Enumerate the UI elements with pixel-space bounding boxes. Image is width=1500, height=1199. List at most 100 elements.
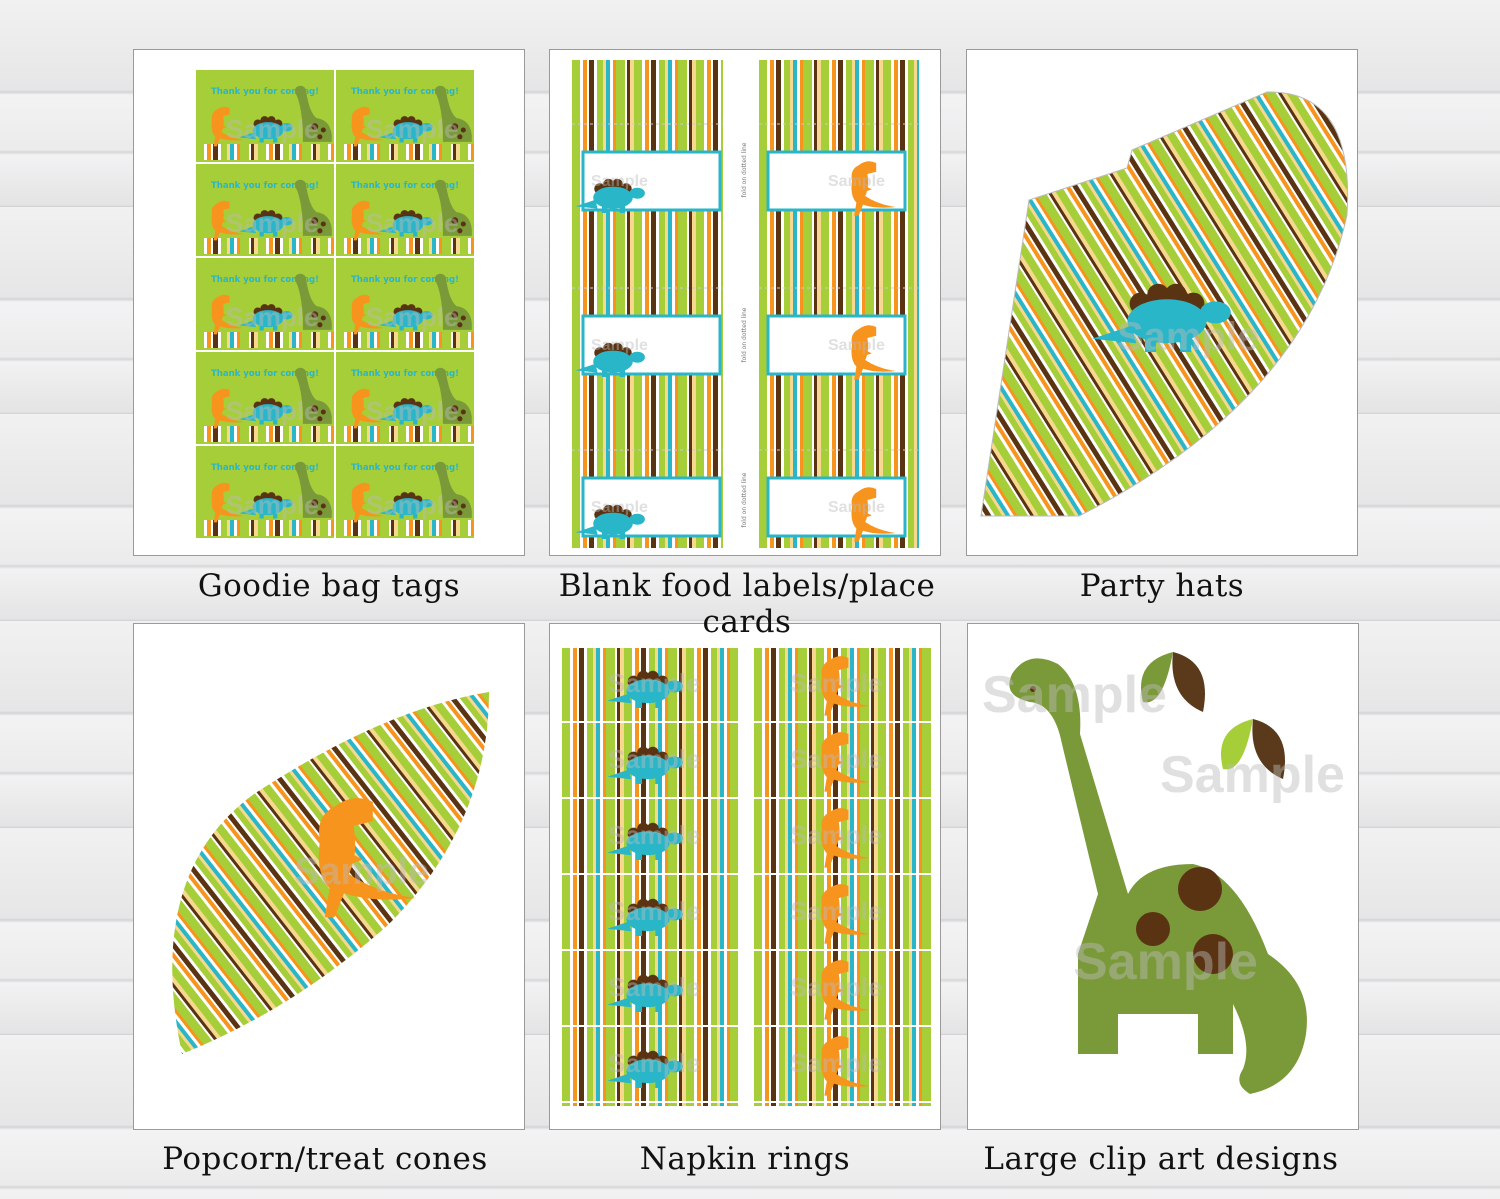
tag-stripe [344, 238, 347, 254]
tag-stripe [456, 238, 460, 254]
tag-stripe [409, 238, 413, 254]
tag-stripe [456, 144, 460, 160]
tag-stripe [413, 520, 415, 536]
dino-leg [602, 530, 608, 539]
label-stripe [832, 60, 836, 548]
goodie-tag: Thank you for coming! Sample [196, 164, 334, 256]
tag-stripe [237, 520, 240, 536]
tag-stripe [311, 520, 313, 536]
tag-text: Thank you for coming! [351, 181, 459, 191]
tag-stripe [249, 520, 251, 536]
napkin-stripe [665, 648, 668, 1106]
tag-stripe [370, 144, 374, 160]
bronto-spot [457, 510, 463, 516]
label-stripe [838, 60, 843, 548]
tag-stripe [218, 238, 221, 254]
bronto-spot [1136, 912, 1170, 946]
tag-stripe [207, 238, 211, 254]
tag-stripe [420, 426, 423, 442]
tag-stripe [296, 520, 299, 536]
sample-watermark: Sample [828, 499, 885, 516]
label-stripe [704, 60, 707, 548]
sample-watermark: Sample [790, 744, 883, 774]
brontosaurus-icon [294, 461, 332, 518]
leaf-icon [1221, 719, 1285, 779]
tag-stripe [211, 238, 213, 254]
tag-stripe [351, 238, 353, 254]
trex-body [211, 106, 244, 147]
trex-arm [360, 312, 367, 317]
dino-tail [607, 693, 632, 704]
tag-stripe [420, 238, 423, 254]
napkin-stripe [909, 648, 912, 1106]
tag-stripe [196, 144, 204, 160]
tag-stripe [218, 520, 221, 536]
trex-body [351, 106, 384, 147]
tag-stripe [380, 144, 389, 160]
tag-stripe [258, 144, 266, 160]
tag-stripe [344, 426, 347, 442]
trex-arm [863, 349, 872, 356]
tag-stripe [251, 520, 254, 536]
trex-icon [211, 482, 244, 523]
bronto-spot [311, 217, 319, 224]
label-stripe [659, 60, 665, 548]
napkin-stripe [765, 648, 769, 1106]
caption-clip-art: Large clip art designs [983, 1141, 1339, 1177]
label-stripe [696, 60, 704, 548]
tag-stripe [266, 426, 269, 442]
label-stripe [613, 60, 616, 548]
label-stripe [776, 60, 781, 548]
dino-body [252, 122, 284, 140]
tag-stripe [213, 426, 218, 442]
dino-leg [273, 323, 278, 331]
dino-leg [413, 323, 418, 331]
bronto-spot [1178, 867, 1222, 911]
trex-body [211, 200, 244, 241]
tag-stripe [429, 238, 432, 254]
trex-arm [360, 500, 367, 505]
tag-text: Thank you for coming! [211, 275, 319, 285]
dino-head [280, 122, 293, 132]
tag-stripe [292, 238, 296, 254]
tag-stripe [289, 144, 292, 160]
tag-stripe [429, 332, 432, 348]
tag-stripe [451, 238, 453, 254]
trex-body [211, 294, 244, 335]
tag-stripe [415, 520, 420, 536]
napkin-rings-preview: Sample Sample Sample Sample Sample Sample Samp… [549, 623, 941, 1130]
tag-stripe [471, 332, 474, 348]
tag-stripe [313, 520, 316, 536]
tag-stripe [460, 238, 468, 254]
stegosaurus-icon [607, 974, 683, 1012]
napkin-stripe [824, 648, 827, 1106]
tag-stripe [296, 238, 299, 254]
dino-head [280, 216, 293, 226]
trex-arm [834, 682, 844, 690]
sample-watermark: Sample [226, 208, 319, 238]
tag-stripe [456, 520, 460, 536]
dino-head [666, 832, 683, 845]
trex-body [351, 200, 384, 241]
tag-stripe [302, 426, 311, 442]
tag-stripe [240, 144, 249, 160]
tag-stripe [432, 520, 436, 536]
trex-arm [360, 218, 367, 223]
napkin-stripe [889, 648, 893, 1106]
tag-stripe [453, 144, 456, 160]
label-stripe [656, 60, 659, 548]
label-stripe [898, 60, 900, 548]
bronto-spot [311, 123, 319, 130]
label-stripe [793, 60, 797, 548]
napkin-stripe [878, 648, 886, 1106]
trex-icon [351, 294, 384, 335]
sample-watermark: Sample [226, 114, 319, 144]
bronto-spot [457, 322, 463, 328]
tag-stripe [280, 238, 283, 254]
dino-leg [259, 323, 264, 331]
tag-stripe [370, 238, 374, 254]
dino-tail [575, 525, 598, 535]
tag-stripe [240, 520, 249, 536]
tag-stripe [471, 520, 474, 536]
stegosaurus-icon [607, 746, 683, 784]
